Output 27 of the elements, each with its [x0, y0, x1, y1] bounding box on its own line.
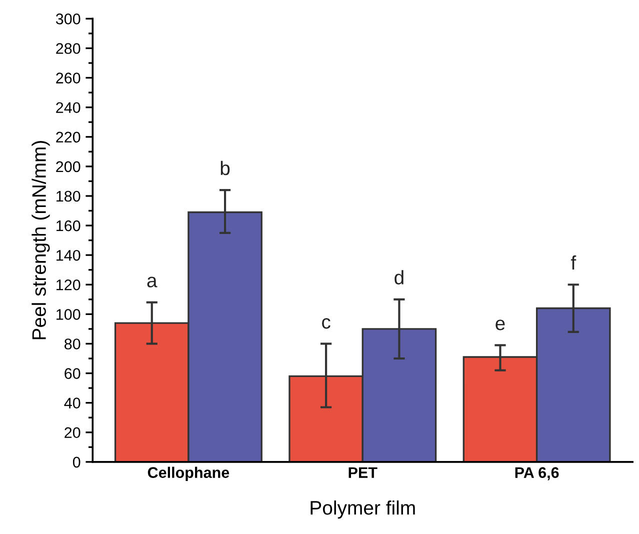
y-tick-label: 0: [72, 456, 80, 468]
x-axis-title: Polymer film: [310, 500, 415, 519]
y-tick-label: 200: [56, 161, 80, 172]
y-tick-label: 240: [56, 102, 80, 114]
y-tick-label: 120: [56, 279, 80, 290]
y-tick-label: 260: [56, 72, 80, 84]
y-tick-label: 80: [64, 338, 80, 350]
y-tick-label: 60: [64, 368, 80, 379]
x-tick-label: PA 6,6: [515, 467, 559, 480]
y-tick-label: 160: [56, 220, 80, 232]
y-tick-label: 40: [64, 398, 80, 408]
y-tick-label: 180: [56, 190, 80, 202]
y-tick-label: 280: [56, 43, 80, 54]
annotation: c: [322, 318, 330, 329]
annotation: b: [220, 160, 230, 176]
y-tick-label: 20: [64, 427, 80, 438]
x-tick-label: Cellophane: [148, 466, 230, 482]
y-tick-label: 220: [56, 132, 80, 143]
y-axis-title: Peel strength (mN/mm): [32, 141, 50, 340]
y-tick-label: 100: [56, 309, 80, 320]
x-tick-label: PET: [348, 467, 378, 478]
annotation: d: [394, 270, 404, 284]
annotation: e: [496, 320, 505, 330]
y-tick-label: 300: [56, 14, 80, 24]
annotation: a: [147, 276, 158, 288]
annotation: f: [570, 255, 576, 270]
y-tick-label: 140: [56, 250, 80, 261]
